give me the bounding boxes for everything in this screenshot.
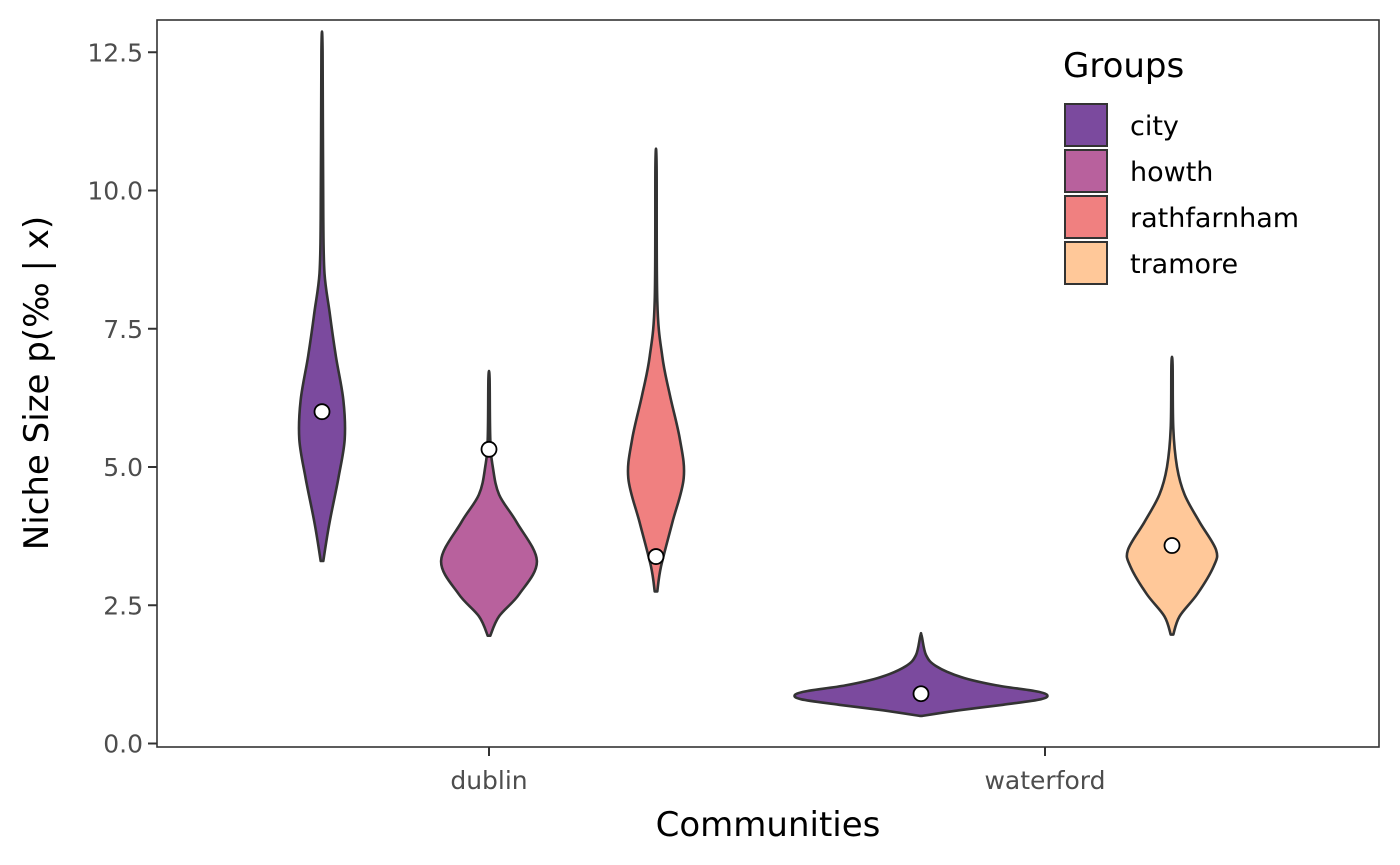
violin-waterford-city [793,631,1049,718]
y-tick-label: 10.0 [87,177,143,206]
legend-key-city [1064,103,1108,147]
point-waterford-tramore [1163,537,1181,554]
y-axis: 0.0 2.5 5.0 7.5 10.0 12.5 [87,38,157,759]
legend-key-howth [1064,149,1108,193]
violin-dublin-city [297,30,347,563]
y-tick-label: 5.0 [103,453,143,482]
legend-label-rathfarnham: rathfarnham [1130,203,1299,234]
legend-label-tramore: tramore [1130,249,1238,280]
legend-title: Groups [1063,46,1184,86]
point-waterford-city [912,685,930,703]
x-axis: dublin waterford [450,747,1106,795]
point-dublin-city [313,403,331,421]
violins-layer [297,30,1219,718]
legend: Groups city howth rathfarnham tramore [1063,46,1299,285]
violin-waterford-tramore [1125,355,1219,636]
x-tick-label: waterford [984,766,1105,795]
y-tick-label: 2.5 [103,591,143,620]
legend-key-rathfarnham [1064,195,1108,239]
y-tick-label: 7.5 [103,315,143,344]
y-axis-title: Niche Size p(‰ | x) [17,216,57,550]
legend-key-tramore [1064,241,1108,285]
violin-dublin-howth [439,369,539,637]
legend-label-howth: howth [1130,157,1213,188]
y-tick-label: 12.5 [87,38,143,67]
x-axis-title: Communities [656,805,881,845]
point-dublin-howth [480,440,498,458]
x-tick-label: dublin [450,766,527,795]
median-points-layer [313,403,1181,703]
legend-label-city: city [1130,111,1179,142]
y-tick-label: 0.0 [103,730,143,759]
violin-dublin-rathfarnham [626,147,686,593]
point-dublin-rathfarnham [647,548,665,565]
